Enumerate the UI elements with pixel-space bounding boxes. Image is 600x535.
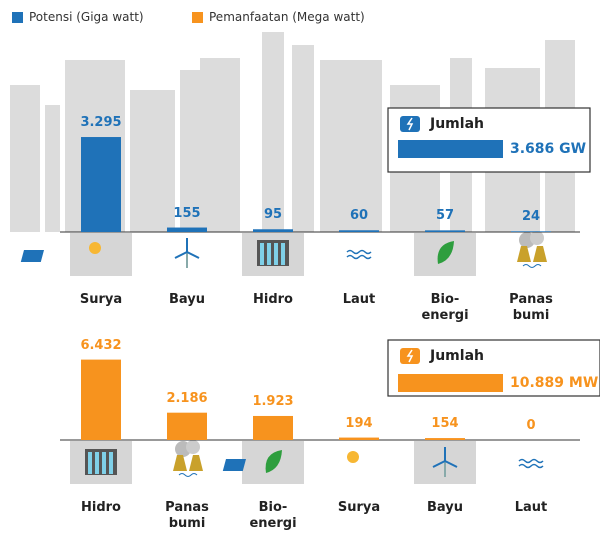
total-bar (398, 140, 503, 158)
icon (88, 452, 92, 474)
value-label: 60 (319, 208, 399, 224)
value-label: 0 (491, 418, 571, 434)
category-label: Surya (61, 292, 141, 308)
icon (21, 250, 44, 262)
icon (95, 452, 99, 474)
total-title: Jumlah (430, 348, 484, 364)
icon (89, 242, 101, 254)
total-bar (398, 374, 503, 392)
value-label: 1.923 (233, 394, 313, 410)
icon (281, 243, 285, 265)
icon (519, 460, 543, 468)
category-label: Bio- energi (233, 500, 313, 532)
legend-swatch (12, 12, 23, 23)
bar (253, 229, 293, 232)
value-label: 2.186 (147, 391, 227, 407)
bar (167, 413, 207, 440)
icon (347, 251, 371, 259)
category-label: Hidro (61, 500, 141, 516)
icon (523, 265, 541, 268)
legend-label: Pemanfaatan (Mega watt) (209, 9, 365, 25)
icon (223, 459, 246, 471)
value-label: 24 (491, 209, 571, 225)
value-label: 57 (405, 208, 485, 224)
icon (260, 243, 264, 265)
category-label: Panas bumi (147, 500, 227, 532)
value-label: 3.295 (61, 115, 141, 131)
category-label: Panas bumi (491, 292, 571, 324)
legend-swatch (192, 12, 203, 23)
bar (167, 228, 207, 232)
category-label: Bayu (147, 292, 227, 308)
icon (267, 243, 271, 265)
category-label: Bio- energi (405, 292, 485, 324)
icon (109, 452, 113, 474)
bar (253, 416, 293, 440)
value-label: 155 (147, 206, 227, 222)
chart (0, 0, 600, 535)
bar (81, 360, 121, 440)
icon (179, 474, 197, 477)
icon-bg (70, 233, 132, 276)
icon (186, 440, 200, 454)
total-title: Jumlah (430, 116, 484, 132)
icon (347, 451, 359, 463)
icon (173, 455, 203, 471)
value-label: 194 (319, 416, 399, 432)
icon (530, 231, 544, 245)
legend-label: Potensi (Giga watt) (29, 9, 144, 25)
category-label: Bayu (405, 500, 485, 516)
total-value: 10.889 MW (510, 375, 598, 391)
bar (425, 230, 465, 232)
icon (274, 243, 278, 265)
bar (81, 137, 121, 232)
icon (517, 246, 547, 262)
bar (339, 230, 379, 232)
value-label: 95 (233, 207, 313, 223)
category-label: Laut (491, 500, 571, 516)
total-value: 3.686 GW (510, 141, 586, 157)
category-label: Surya (319, 500, 399, 516)
value-label: 154 (405, 416, 485, 432)
bar (425, 438, 465, 440)
category-label: Hidro (233, 292, 313, 308)
value-label: 6.432 (61, 338, 141, 354)
bar (511, 231, 551, 232)
category-label: Laut (319, 292, 399, 308)
infographic: SuryaBayuHidroLautBio- energiPanas bumi3… (0, 0, 600, 535)
bar (339, 438, 379, 440)
icon (102, 452, 106, 474)
